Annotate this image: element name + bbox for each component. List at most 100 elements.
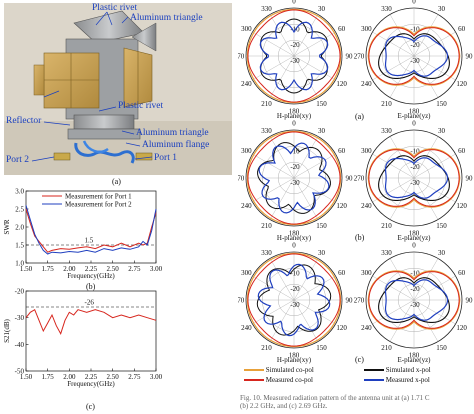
angle-tick-label: 120 — [456, 324, 467, 332]
angle-tick-label: 300 — [361, 25, 372, 33]
angle-tick-label: 90 — [346, 53, 354, 61]
angle-tick-label: 300 — [361, 269, 372, 277]
angle-tick-label: 60 — [458, 269, 466, 277]
legend-swatch — [244, 369, 264, 372]
angle-tick-label: 180 — [409, 108, 420, 116]
label-port2: Port 2 — [6, 155, 29, 165]
angle-tick-label: 330 — [261, 5, 272, 13]
angle-tick-label: 330 — [381, 5, 392, 13]
legend-item-sim-x: Simulated x-pol — [364, 366, 431, 374]
radial-tick-label: -10 — [410, 147, 420, 155]
angle-tick-label: 240 — [241, 80, 252, 88]
grid-spoke — [269, 136, 319, 220]
angle-tick-label: 150 — [316, 100, 327, 108]
x-tick-label: 2.75 — [128, 265, 141, 273]
legend-swatch — [364, 379, 384, 382]
legend-label: Simulated x-pol — [385, 366, 431, 374]
pattern-caption-b: (b) — [355, 233, 365, 242]
y-tick-label: 1.5 — [15, 242, 24, 250]
angle-tick-label: 150 — [436, 222, 447, 230]
radial-tick-label: -10 — [410, 25, 420, 33]
angle-tick-label: 30 — [438, 249, 446, 257]
sim-x-pol — [378, 155, 450, 201]
angle-tick-label: 30 — [438, 5, 446, 13]
meas-co-pol — [247, 253, 341, 347]
sim-x-pol — [378, 277, 450, 323]
plane-label: E-plane(yz) — [397, 234, 431, 242]
radial-tick-label: -30 — [290, 179, 300, 187]
radial-tick-label: -30 — [410, 57, 420, 65]
angle-tick-label: 60 — [338, 269, 346, 277]
angle-tick-label: 330 — [261, 249, 272, 257]
label-port1: Port 1 — [154, 153, 177, 163]
plane-label: E-plane(yz) — [397, 112, 431, 120]
angle-tick-label: 0 — [412, 120, 416, 128]
angle-tick-label: 90 — [466, 175, 474, 183]
legend-label: Measurement for Port 2 — [65, 201, 132, 209]
angle-tick-label: 330 — [261, 127, 272, 135]
angle-tick-label: 150 — [436, 344, 447, 352]
legend-swatch — [244, 379, 264, 382]
x-tick-label: 2.25 — [85, 373, 98, 381]
angle-tick-label: 180 — [289, 352, 300, 360]
grid-spoke — [269, 14, 319, 98]
angle-tick-label: 60 — [338, 147, 346, 155]
angle-tick-label: 150 — [316, 344, 327, 352]
angle-tick-label: 240 — [361, 324, 372, 332]
pattern-legend: Simulated co-pol Simulated x-pol Measure… — [244, 366, 472, 390]
angle-tick-label: 0 — [292, 0, 296, 6]
polar-plot-6: -10 -20 -30 0 30 60 90 120 150 180 210 240 270 300 330… — [354, 242, 473, 365]
y-tick-label: -30 — [15, 314, 25, 322]
radial-tick-label: -30 — [410, 301, 420, 309]
angle-tick-label: 210 — [381, 344, 392, 352]
angle-tick-label: 300 — [241, 147, 252, 155]
label-plastic-rivet-top: Plastic rivet — [92, 3, 138, 13]
angle-tick-label: 120 — [456, 80, 467, 88]
angle-tick-label: 120 — [336, 324, 347, 332]
polar-plot-1: -10-20-300306090120150180210240270300330… — [238, 0, 353, 120]
grid-spoke — [269, 258, 319, 342]
x-tick-label: 2.50 — [107, 265, 120, 273]
x-axis-label: Frequency(GHz) — [67, 380, 115, 388]
angle-tick-label: 240 — [241, 202, 252, 210]
radiation-patterns: -10-20-300306090120150180210240270300330… — [238, 0, 473, 365]
x-tick-label: 2.25 — [85, 265, 98, 273]
polar-plot-4: -10 -20 -30 0 30 60 90 120 150 180 210 240 270 300 330… — [354, 120, 473, 243]
label-plastic-rivet-mid: Plastic rivet — [118, 101, 164, 111]
x-axis-label: Frequency(GHz) — [67, 272, 115, 280]
angle-tick-label: 210 — [261, 100, 272, 108]
y-tick-label: 2.5 — [15, 206, 24, 214]
swr-caption: (b) — [86, 282, 96, 291]
angle-tick-label: 270 — [354, 53, 365, 61]
angle-tick-label: 240 — [361, 80, 372, 88]
pattern-caption-a: (a) — [355, 112, 364, 121]
y-tick-label: 1.0 — [15, 260, 24, 268]
radial-tick-label: -30 — [290, 57, 300, 65]
y-tick-label: 3.0 — [15, 188, 24, 196]
angle-tick-label: 270 — [238, 53, 245, 61]
legend-label: Measured co-pol — [265, 376, 313, 384]
x-tick-label: 3.00 — [150, 373, 162, 381]
plane-label: H-plane(xy) — [277, 356, 312, 364]
legend-item-meas-co: Measured co-pol — [244, 376, 313, 384]
x-tick-label: 1.75 — [42, 265, 55, 273]
sim-co-pol — [367, 148, 461, 208]
angle-tick-label: 300 — [361, 147, 372, 155]
swr-chart: 1.50 1.75 2.00 2.25 2.50 2.75 3.00 1.0 1.5 2.0 2.5… — [3, 188, 162, 280]
reference-label: 1.5 — [85, 237, 94, 245]
y-tick-label: -50 — [15, 368, 25, 376]
sim-x-pol — [260, 18, 328, 94]
meas-x-pol — [258, 142, 330, 214]
angle-tick-label: 300 — [241, 25, 252, 33]
angle-tick-label: 180 — [289, 108, 300, 116]
legend-item-meas-x: Measured x-pol — [364, 376, 430, 384]
angle-tick-label: 30 — [438, 127, 446, 135]
radial-tick-label: -10 — [290, 147, 300, 155]
polar-plot-3: -10 -20 -30 0 30 60 90 120 150 180 210 240 270 300 330… — [238, 120, 353, 243]
series-line-1 — [25, 308, 157, 335]
series-line-1 — [25, 208, 157, 253]
angle-tick-label: 210 — [261, 222, 272, 230]
x-tick-label: 1.50 — [20, 265, 33, 273]
angle-tick-label: 0 — [412, 0, 416, 6]
y-tick-label: -20 — [15, 288, 25, 296]
